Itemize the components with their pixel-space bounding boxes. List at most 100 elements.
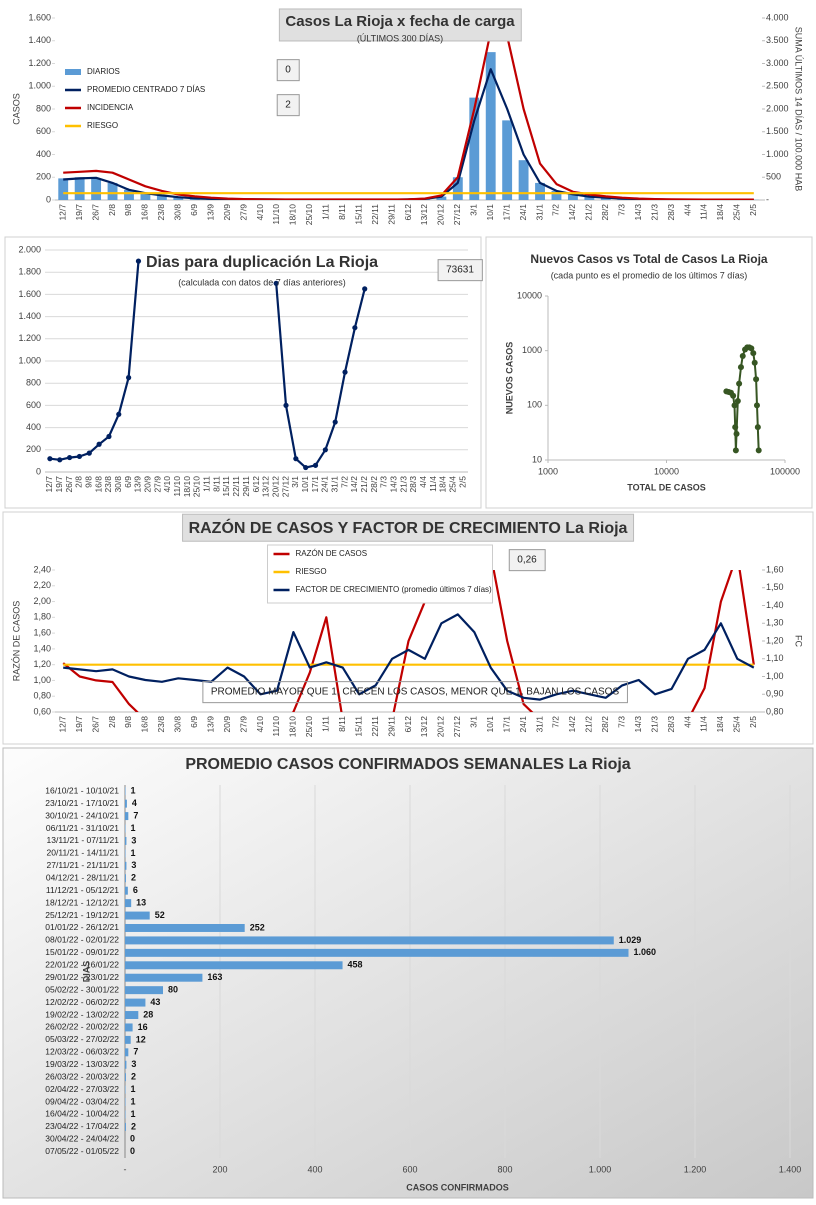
legend-label: FACTOR DE CRECIMIENTO (promedio últimos … <box>296 585 493 594</box>
x-tick-label: 28/3 <box>666 204 676 221</box>
y-tick-label: 05/03/22 - 27/02/22 <box>45 1034 119 1044</box>
x-tick-label: 13/9 <box>205 204 215 221</box>
legend-label: RIESGO <box>87 121 118 130</box>
x-tick-label: 10000 <box>654 466 679 476</box>
point <box>754 402 760 408</box>
data-label: 3 <box>131 1059 136 1069</box>
point <box>293 456 298 461</box>
x-tick-label: 1/11 <box>202 476 212 492</box>
chart-title: Casos La Rioja x fecha de carga <box>285 13 515 30</box>
x-tick-label: 20/9 <box>143 476 153 493</box>
x-tick-label: 29/11 <box>241 476 251 497</box>
x-tick-label: 25/10 <box>304 204 314 226</box>
x-tick-label: 11/10 <box>172 476 182 497</box>
y-tick-label: 1,80 <box>33 612 51 622</box>
x-tick-label: 11/4 <box>699 716 709 732</box>
bar <box>125 936 614 944</box>
point <box>753 376 759 382</box>
point <box>303 465 308 470</box>
x-tick-label: 6/12 <box>251 476 261 493</box>
x-tick-label: 400 <box>307 1164 322 1174</box>
y-tick-label: 07/05/22 - 01/05/22 <box>45 1146 119 1156</box>
point <box>116 412 121 417</box>
x-tick-label: 15/11 <box>353 204 363 225</box>
x-tick-label: 22/11 <box>370 716 380 737</box>
bar <box>125 949 629 957</box>
y-tick-label: 09/04/22 - 03/04/22 <box>45 1096 119 1106</box>
x-tick-label: 1000 <box>538 466 558 476</box>
bar <box>125 1048 128 1056</box>
y2-tick-label: 1.500 <box>766 126 789 136</box>
y-tick-label: 800 <box>36 103 51 113</box>
x-tick-label: 7/2 <box>339 476 349 488</box>
y-tick-label: 1.000 <box>28 81 51 91</box>
x-tick-label: 21/2 <box>359 476 369 493</box>
x-tick-label: 9/8 <box>84 476 94 488</box>
y-axis-label: DIAS <box>81 961 91 983</box>
point <box>756 447 762 453</box>
bar <box>125 899 131 907</box>
x-tick-label: 13/9 <box>205 716 215 733</box>
x-tick-label: 25/4 <box>732 204 742 221</box>
data-label: 252 <box>250 922 265 932</box>
y-tick-label: 08/01/22 - 02/01/22 <box>45 935 119 945</box>
y-tick-label: 02/04/22 - 27/03/22 <box>45 1084 119 1094</box>
x-tick-label: 20/9 <box>222 716 232 733</box>
x-tick-label: 1.000 <box>589 1164 612 1174</box>
point <box>732 424 738 430</box>
bar <box>125 912 150 920</box>
x-tick-label: 4/4 <box>418 476 428 488</box>
annotation: 2 <box>285 100 291 111</box>
x-tick-label: 16/8 <box>140 716 150 733</box>
x-tick-label: 9/8 <box>123 716 133 728</box>
data-label: 7 <box>133 1047 138 1057</box>
y-tick-label: 0,60 <box>33 706 51 716</box>
x-tick-label: 18/4 <box>715 716 725 733</box>
x-tick-label: 21/3 <box>649 204 659 221</box>
y-tick-label: 400 <box>26 422 41 432</box>
x-tick-label: 18/4 <box>715 204 725 221</box>
x-tick-label: 27/12 <box>280 476 290 498</box>
x-tick-label: 22/11 <box>231 476 241 497</box>
annotation: 0 <box>285 65 291 76</box>
x-tick-label: 28/3 <box>408 476 418 493</box>
y-axis-label: CASOS <box>11 93 21 125</box>
x-tick-label: 8/11 <box>337 204 347 220</box>
x-tick-label: 18/4 <box>438 476 448 493</box>
x-tick-label: 3/1 <box>469 204 479 216</box>
x-tick-label: 12/7 <box>57 204 67 221</box>
x-tick-label: 25/4 <box>732 716 742 733</box>
y2-axis-label: SUMA ÚLTIMOS 14 DÍAS / 100.000 HAB <box>794 27 804 191</box>
point <box>57 457 62 462</box>
x-tick-label: 8/11 <box>337 716 347 732</box>
x-tick-label: 7/2 <box>551 716 561 728</box>
data-label: 7 <box>133 810 138 820</box>
y-tick-label: 12/02/22 - 06/02/22 <box>45 997 119 1007</box>
data-label: 2 <box>131 1072 136 1082</box>
x-tick-label: 15/11 <box>221 476 231 497</box>
x-tick-label: 31/1 <box>534 716 544 733</box>
data-label: 1 <box>130 848 135 858</box>
bar <box>502 120 512 200</box>
x-tick-label: 10/1 <box>485 204 495 221</box>
y-tick-label: 1.200 <box>28 58 51 68</box>
point <box>87 451 92 456</box>
x-tick-label: 1.400 <box>779 1164 802 1174</box>
x-tick-label: 30/8 <box>173 716 183 733</box>
y-tick-label: 400 <box>36 149 51 159</box>
y-tick-label: 1.600 <box>28 12 51 22</box>
data-label: 28 <box>143 1009 153 1019</box>
legend-label: RAZÓN DE CASOS <box>296 549 368 558</box>
x-tick-label: 21/3 <box>649 716 659 733</box>
bar <box>125 862 126 870</box>
y2-tick-label: 1,00 <box>766 671 784 681</box>
bar <box>125 800 127 808</box>
x-tick-label: - <box>124 1164 127 1174</box>
data-label: 43 <box>150 997 160 1007</box>
point <box>734 431 740 437</box>
y-axis-label: NUEVOS CASOS <box>504 342 514 415</box>
point <box>283 403 288 408</box>
y-tick-label: 1.200 <box>18 333 41 343</box>
x-tick-label: 600 <box>402 1164 417 1174</box>
data-label: 163 <box>207 972 222 982</box>
